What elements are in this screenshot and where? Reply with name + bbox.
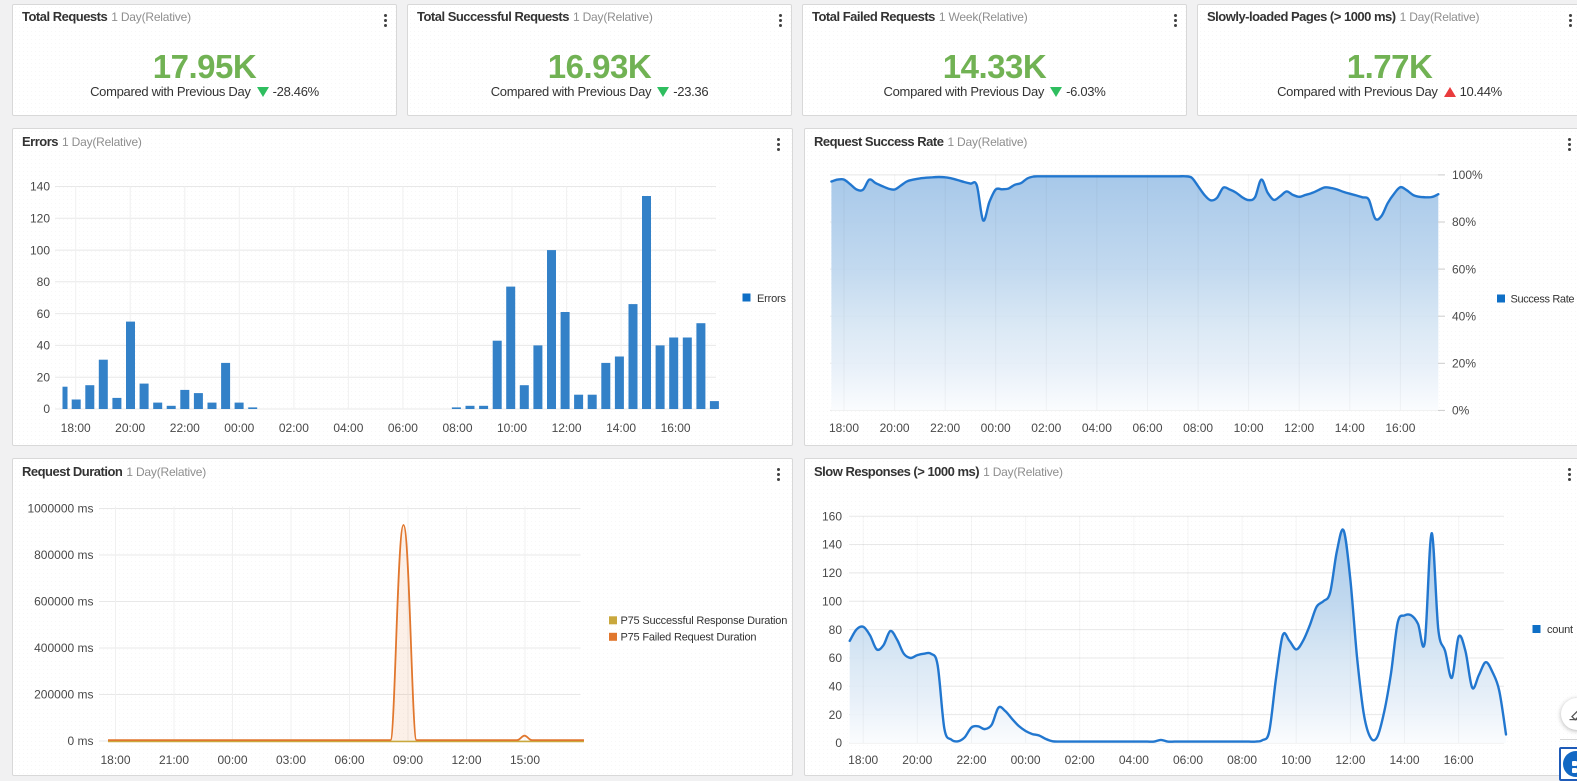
svg-text:0: 0 <box>43 402 50 416</box>
svg-text:P75 Failed Request Duration: P75 Failed Request Duration <box>621 631 757 643</box>
svg-text:Success Rate: Success Rate <box>1511 293 1575 305</box>
svg-text:0%: 0% <box>1452 403 1470 417</box>
svg-text:22:00: 22:00 <box>956 753 986 767</box>
svg-text:P75 Successful Response Durati: P75 Successful Response Duration <box>621 615 788 627</box>
svg-text:80%: 80% <box>1452 215 1476 229</box>
svg-text:140: 140 <box>30 179 50 193</box>
svg-text:08:00: 08:00 <box>1183 421 1213 435</box>
svg-text:00:00: 00:00 <box>1011 753 1041 767</box>
svg-text:14:00: 14:00 <box>1335 421 1365 435</box>
svg-text:15:00: 15:00 <box>510 753 540 767</box>
svg-text:20:00: 20:00 <box>115 421 145 435</box>
svg-text:120: 120 <box>30 211 50 225</box>
svg-text:21:00: 21:00 <box>159 753 189 767</box>
svg-text:14:00: 14:00 <box>606 421 636 435</box>
svg-text:06:00: 06:00 <box>334 753 364 767</box>
svg-text:80: 80 <box>37 275 51 289</box>
svg-text:count: count <box>1547 623 1573 635</box>
svg-text:08:00: 08:00 <box>442 421 472 435</box>
svg-text:00:00: 00:00 <box>981 421 1011 435</box>
svg-text:18:00: 18:00 <box>100 753 130 767</box>
svg-text:16:00: 16:00 <box>1444 753 1474 767</box>
svg-text:600000 ms: 600000 ms <box>34 594 93 608</box>
svg-text:02:00: 02:00 <box>1065 753 1095 767</box>
svg-text:140: 140 <box>822 537 842 551</box>
svg-text:04:00: 04:00 <box>1119 753 1149 767</box>
svg-text:00:00: 00:00 <box>224 421 254 435</box>
svg-text:12:00: 12:00 <box>1284 421 1314 435</box>
svg-text:100: 100 <box>30 243 50 257</box>
svg-text:02:00: 02:00 <box>279 421 309 435</box>
svg-text:100%: 100% <box>1452 168 1483 182</box>
svg-text:08:00: 08:00 <box>1227 753 1257 767</box>
svg-text:10:00: 10:00 <box>497 421 527 435</box>
svg-text:120: 120 <box>822 566 842 580</box>
svg-text:12:00: 12:00 <box>451 753 481 767</box>
svg-text:60%: 60% <box>1452 262 1476 276</box>
svg-text:06:00: 06:00 <box>388 421 418 435</box>
svg-text:04:00: 04:00 <box>333 421 363 435</box>
svg-text:10:00: 10:00 <box>1281 753 1311 767</box>
svg-text:14:00: 14:00 <box>1389 753 1419 767</box>
svg-text:0: 0 <box>835 736 842 750</box>
svg-text:06:00: 06:00 <box>1173 753 1203 767</box>
svg-text:1000000 ms: 1000000 ms <box>27 501 93 515</box>
svg-text:0 ms: 0 ms <box>67 734 93 748</box>
svg-text:40: 40 <box>37 338 51 352</box>
svg-text:03:00: 03:00 <box>276 753 306 767</box>
svg-text:12:00: 12:00 <box>1335 753 1365 767</box>
svg-text:16:00: 16:00 <box>661 421 691 435</box>
svg-text:22:00: 22:00 <box>930 421 960 435</box>
svg-text:20:00: 20:00 <box>902 753 932 767</box>
svg-text:40: 40 <box>829 679 843 693</box>
svg-text:00:00: 00:00 <box>217 753 247 767</box>
svg-text:20: 20 <box>829 707 843 721</box>
svg-text:04:00: 04:00 <box>1082 421 1112 435</box>
svg-text:06:00: 06:00 <box>1132 421 1162 435</box>
svg-text:Errors: Errors <box>757 293 786 305</box>
svg-text:20%: 20% <box>1452 356 1476 370</box>
svg-text:160: 160 <box>822 509 842 523</box>
svg-text:10:00: 10:00 <box>1234 421 1264 435</box>
svg-text:800000 ms: 800000 ms <box>34 548 93 562</box>
svg-text:18:00: 18:00 <box>829 421 859 435</box>
svg-text:40%: 40% <box>1452 309 1476 323</box>
svg-text:22:00: 22:00 <box>170 421 200 435</box>
svg-text:18:00: 18:00 <box>61 421 91 435</box>
svg-text:02:00: 02:00 <box>1031 421 1061 435</box>
svg-text:09:00: 09:00 <box>393 753 423 767</box>
svg-text:20: 20 <box>37 370 51 384</box>
svg-text:16:00: 16:00 <box>1385 421 1415 435</box>
svg-text:60: 60 <box>37 306 51 320</box>
svg-text:200000 ms: 200000 ms <box>34 687 93 701</box>
svg-text:400000 ms: 400000 ms <box>34 641 93 655</box>
svg-text:20:00: 20:00 <box>880 421 910 435</box>
svg-text:12:00: 12:00 <box>552 421 582 435</box>
svg-text:80: 80 <box>829 622 843 636</box>
svg-text:18:00: 18:00 <box>848 753 878 767</box>
svg-text:100: 100 <box>822 594 842 608</box>
svg-text:60: 60 <box>829 651 843 665</box>
